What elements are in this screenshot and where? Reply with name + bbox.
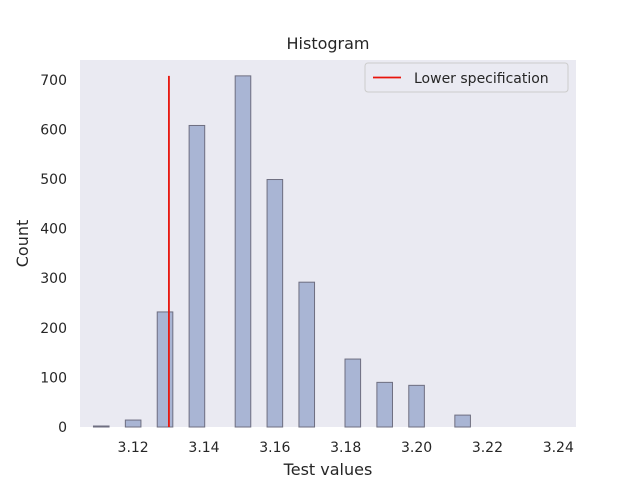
y-tick-label: 500	[40, 172, 67, 188]
histogram-bar	[408, 384, 425, 428]
x-tick-label: 3.24	[543, 440, 574, 456]
bar-group	[92, 75, 471, 428]
histogram-bar	[454, 414, 471, 428]
legend-label-lower-specification: Lower specification	[414, 71, 549, 87]
x-axis-ticks: 3.12 3.14 3.16 3.18 3.20 3.22 3.24	[118, 440, 574, 456]
chart-title: Histogram	[287, 34, 370, 53]
legend-box	[364, 62, 569, 93]
x-tick-label: 3.16	[259, 440, 290, 456]
histogram-bar	[92, 425, 110, 428]
histogram-bar	[234, 75, 252, 428]
legend: Lower specification	[364, 62, 569, 93]
y-tick-label: 600	[40, 122, 67, 138]
y-tick-label: 0	[58, 420, 67, 436]
histogram-bar	[376, 381, 393, 428]
x-tick-label: 3.18	[330, 440, 361, 456]
plot-area	[80, 60, 576, 427]
y-axis-label: Count	[13, 220, 32, 268]
histogram-bar	[266, 179, 284, 428]
y-axis-ticks: 0 100 200 300 400 500 600 700	[40, 73, 67, 436]
y-tick-label: 100	[40, 370, 67, 386]
histogram-bar	[156, 311, 174, 428]
histogram-bar	[344, 358, 362, 428]
histogram-bar	[124, 419, 142, 428]
y-tick-label: 300	[40, 271, 67, 287]
y-tick-label: 700	[40, 73, 67, 89]
x-tick-label: 3.22	[472, 440, 503, 456]
histogram-bar	[188, 124, 206, 428]
y-tick-label: 200	[40, 321, 67, 337]
x-tick-label: 3.12	[118, 440, 149, 456]
x-axis-label: Test values	[283, 460, 373, 479]
y-tick-label: 400	[40, 222, 67, 238]
histogram-bar	[298, 281, 316, 428]
x-tick-label: 3.20	[401, 440, 432, 456]
x-tick-label: 3.14	[188, 440, 219, 456]
